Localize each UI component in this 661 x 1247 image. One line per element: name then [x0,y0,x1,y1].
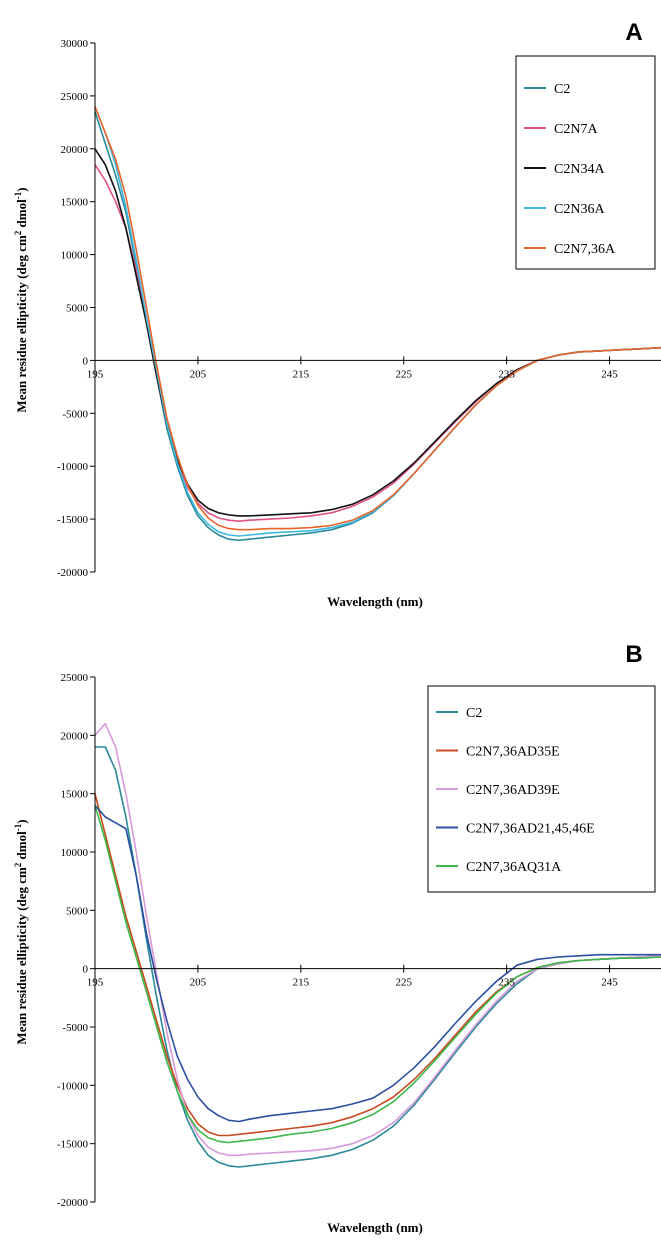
y-tick-label: 30000 [61,38,89,50]
y-tick-label: -20000 [57,567,89,579]
legend-label: C2N34A [554,162,605,177]
legend-label: C2N7,36AD21,45,46E [466,822,595,837]
y-tick-label: -20000 [57,1197,89,1209]
y-tick-label: 10000 [61,250,89,262]
legend-label: C2 [554,82,570,97]
x-tick-label: 235 [498,977,515,989]
y-tick-label: 15000 [61,789,89,801]
y-tick-label: -5000 [62,1022,88,1034]
series-group [94,106,661,542]
y-tick-label: 25000 [61,672,89,684]
x-tick-label: 235 [498,368,515,380]
legend-label: C2N7,36AD35E [466,745,560,760]
y-axis-title: Mean residue ellipticity (deg cm2 dmol-1… [13,187,29,412]
x-tick-label: 215 [293,977,310,989]
y-tick-label: -15000 [57,1139,89,1151]
x-tick-label: 205 [190,368,207,380]
y-tick-label: 15000 [61,197,89,209]
legend-label: C2N7,36A [554,242,616,257]
series-line-c2n7-36ad21-45-46e [94,804,661,1123]
x-tick-label: 205 [190,977,207,989]
x-tick-label: 195 [87,368,104,380]
legend-box [515,55,656,270]
y-axis-title: Mean residue ellipticity (deg cm2 dmol-1… [13,819,29,1044]
y-tick-label: 0 [83,964,89,976]
y-tick-label: 5000 [66,303,89,315]
legend-label: C2N7,36AQ31A [466,860,562,875]
series-line-c2n7-36ad39e [94,722,661,1157]
y-tick-label: -10000 [57,1080,89,1092]
series-group [94,722,661,1168]
y-tick-label: -5000 [62,408,88,420]
axes: 25000 20000 15000 10000 5000 0 -5000 -10000 -150… [57,672,661,1209]
x-axis-title: Wavelength (nm) [327,1220,423,1235]
legend-box [427,685,656,893]
x-tick-label: 195 [87,977,104,989]
legend-label: C2N36A [554,202,605,217]
panel-label-b: B [625,641,642,668]
chart-panel-a: A 30000 25000 20000 15000 10000 5000 0 -5000 -10… [13,19,661,609]
axes: 30000 25000 20000 15000 10000 5000 0 -5000 -1000… [57,38,661,579]
x-tick-label: 215 [293,368,310,380]
x-tick-label: 245 [601,368,618,380]
series-line-c2n7-36aq31a [94,805,661,1144]
x-tick-label: 245 [601,977,618,989]
legend-label: C2N7A [554,122,598,137]
legend-label: C2 [466,706,482,721]
x-tick-label: 225 [395,977,412,989]
legend: C2 C2N7,36AD35E C2N7,36AD39E C2N7,36AD21,45… [427,685,656,893]
y-tick-label: 5000 [66,905,89,917]
panel-label-a: A [625,19,642,46]
y-tick-label: 25000 [61,91,89,103]
x-tick-label: 225 [395,368,412,380]
chart-panel-b: B 25000 20000 15000 10000 5000 0 -5000 -10000 -1… [13,641,661,1235]
y-tick-label: 20000 [61,144,89,156]
legend: C2 C2N7A C2N34A C2N36A C2N7,36A [515,55,656,270]
y-tick-label: 10000 [61,847,89,859]
legend-label: C2N7,36AD39E [466,783,560,798]
series-line-c2n7-36a [94,106,661,531]
y-tick-label: 20000 [61,730,89,742]
y-tick-label: 0 [83,355,89,367]
y-tick-label: -15000 [57,514,89,526]
y-tick-label: -10000 [57,461,89,473]
x-axis-title: Wavelength (nm) [327,594,423,609]
